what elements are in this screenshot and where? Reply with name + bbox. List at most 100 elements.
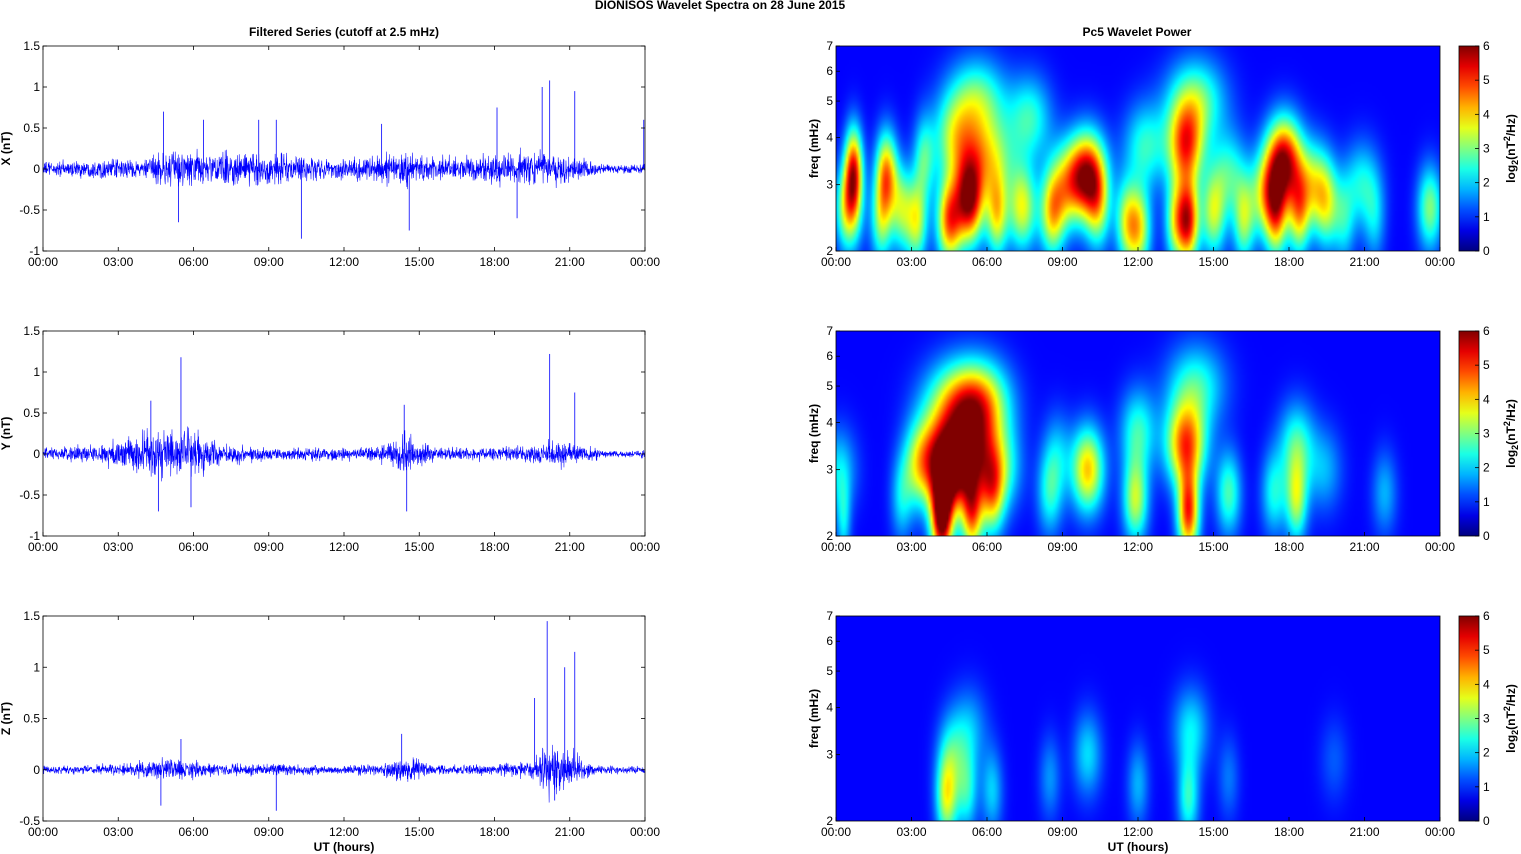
colorbar-tick-label: 4 — [1483, 107, 1490, 121]
colorbar-tick-label: 6 — [1483, 39, 1490, 53]
x-tick-label: 18:00 — [479, 825, 509, 839]
y-tick-label: 7 — [826, 609, 833, 623]
x-tick-label: 18:00 — [1274, 825, 1304, 839]
x-tick-label: 21:00 — [555, 825, 585, 839]
x-tick-label: 00:00 — [1425, 825, 1455, 839]
x-tick-label: 03:00 — [103, 255, 133, 269]
y-tick-label: 7 — [826, 324, 833, 338]
wavelet-power-image — [836, 616, 1440, 821]
x-tick-label: 12:00 — [1123, 255, 1153, 269]
right-column-title: Pc5 Wavelet Power — [1083, 25, 1192, 39]
y-tick-label: 0.5 — [23, 121, 40, 135]
colorbar-tick-label: 4 — [1483, 392, 1490, 406]
y-tick-label: 0.5 — [23, 406, 40, 420]
x-tick-label: 00:00 — [1425, 540, 1455, 554]
colorbar-tick-label: 2 — [1483, 461, 1490, 475]
colorbar-tick-label: 5 — [1483, 358, 1490, 372]
y-tick-label: 2 — [826, 529, 833, 543]
colorbar-tick-label: 1 — [1483, 780, 1490, 794]
panels: 00:00 03:00 06:00 09:00 12:00 15:00 18:00 21:00… — [0, 39, 1520, 854]
y-tick-label: 3 — [826, 463, 833, 477]
x-tick-label: 03:00 — [896, 255, 926, 269]
x-axis-label: UT (hours) — [314, 840, 375, 854]
y-axis-label: X (nT) — [0, 132, 13, 166]
plot-area — [43, 331, 645, 536]
x-tick-label: 18:00 — [479, 540, 509, 554]
x-tick-label: 06:00 — [972, 825, 1002, 839]
y-tick-label: -0.5 — [19, 814, 40, 828]
colorbar-tick-label: 0 — [1483, 244, 1490, 258]
figure-title: DIONISOS Wavelet Spectra on 28 June 2015 — [595, 0, 846, 12]
x-tick-label: 09:00 — [1047, 825, 1077, 839]
colorbar-tick-label: 2 — [1483, 746, 1490, 760]
y-tick-label: 1.5 — [23, 609, 40, 623]
colorbar: 0 1 2 3 4 5 6 log2(nT2/Hz) — [1458, 324, 1520, 543]
y-tick-label: 5 — [826, 664, 833, 678]
x-tick-label: 12:00 — [1123, 825, 1153, 839]
x-tick-label: 15:00 — [1198, 255, 1228, 269]
y-tick-label: 6 — [826, 64, 833, 78]
x-tick-label: 21:00 — [555, 540, 585, 554]
x-tick-label: 09:00 — [254, 540, 284, 554]
x-tick-label: 09:00 — [1047, 255, 1077, 269]
signal-trace — [42, 744, 646, 803]
x-tick-label: 00:00 — [630, 540, 660, 554]
x-tick-label: 03:00 — [896, 825, 926, 839]
x-tick-label: 06:00 — [178, 825, 208, 839]
x-tick-label: 03:00 — [896, 540, 926, 554]
x-tick-label: 15:00 — [1198, 540, 1228, 554]
y-tick-label: 5 — [826, 379, 833, 393]
colorbar-tick-label: 4 — [1483, 677, 1490, 691]
colorbar-label: log2(nT2/Hz) — [1502, 114, 1520, 183]
y-tick-label: 5 — [826, 94, 833, 108]
colorbar-tick-label: 3 — [1483, 142, 1490, 156]
y-tick-label: 4 — [826, 701, 833, 715]
y-tick-label: 1 — [33, 660, 40, 674]
colorbar-tick-label: 5 — [1483, 73, 1490, 87]
colorbar-tick-label: 6 — [1483, 609, 1490, 623]
x-tick-label: 15:00 — [404, 255, 434, 269]
x-tick-label: 00:00 — [821, 825, 851, 839]
series-panel-y: 00:00 03:00 06:00 09:00 12:00 15:00 18:00 21:00… — [0, 324, 660, 554]
x-tick-label: 00:00 — [630, 255, 660, 269]
series-panel-x: 00:00 03:00 06:00 09:00 12:00 15:00 18:00 21:00… — [0, 39, 660, 269]
x-tick-label: 00:00 — [821, 540, 851, 554]
x-tick-label: 12:00 — [329, 825, 359, 839]
x-tick-label: 00:00 — [630, 825, 660, 839]
x-tick-label: 21:00 — [555, 255, 585, 269]
x-tick-label: 15:00 — [404, 540, 434, 554]
plot-area — [43, 616, 645, 821]
x-tick-label: 03:00 — [103, 825, 133, 839]
colorbar: 0 1 2 3 4 5 6 log2(nT2/Hz) — [1458, 609, 1520, 828]
plot-area — [43, 46, 645, 251]
x-tick-label: 09:00 — [254, 255, 284, 269]
x-tick-label: 00:00 — [28, 540, 58, 554]
x-tick-label: 18:00 — [1274, 540, 1304, 554]
colorbar-tick-label: 3 — [1483, 427, 1490, 441]
x-axis-label: UT (hours) — [1108, 840, 1169, 854]
x-tick-label: 00:00 — [28, 825, 58, 839]
x-tick-label: 21:00 — [1349, 540, 1379, 554]
colorbar-tick-label: 2 — [1483, 176, 1490, 190]
x-tick-label: 15:00 — [1198, 825, 1228, 839]
x-tick-label: 21:00 — [1349, 825, 1379, 839]
colorbar-tick-label: 1 — [1483, 495, 1490, 509]
x-tick-label: 12:00 — [329, 255, 359, 269]
x-tick-label: 00:00 — [1425, 255, 1455, 269]
y-tick-label: 3 — [826, 178, 833, 192]
y-tick-label: 4 — [826, 416, 833, 430]
y-tick-label: 3 — [826, 748, 833, 762]
y-axis-label: Z (nT) — [0, 702, 13, 735]
wavelet-power-image — [836, 331, 1440, 536]
colorbar-tick-label: 6 — [1483, 324, 1490, 338]
x-tick-label: 06:00 — [178, 540, 208, 554]
x-tick-label: 00:00 — [821, 255, 851, 269]
y-tick-label: 2 — [826, 814, 833, 828]
y-axis-label: Y (nT) — [0, 417, 13, 451]
colorbar-tick-label: 0 — [1483, 529, 1490, 543]
y-tick-label: 0 — [33, 162, 40, 176]
x-tick-label: 09:00 — [254, 825, 284, 839]
colorbar-label: log2(nT2/Hz) — [1502, 399, 1520, 468]
y-axis-label: freq (mHz) — [807, 404, 821, 463]
